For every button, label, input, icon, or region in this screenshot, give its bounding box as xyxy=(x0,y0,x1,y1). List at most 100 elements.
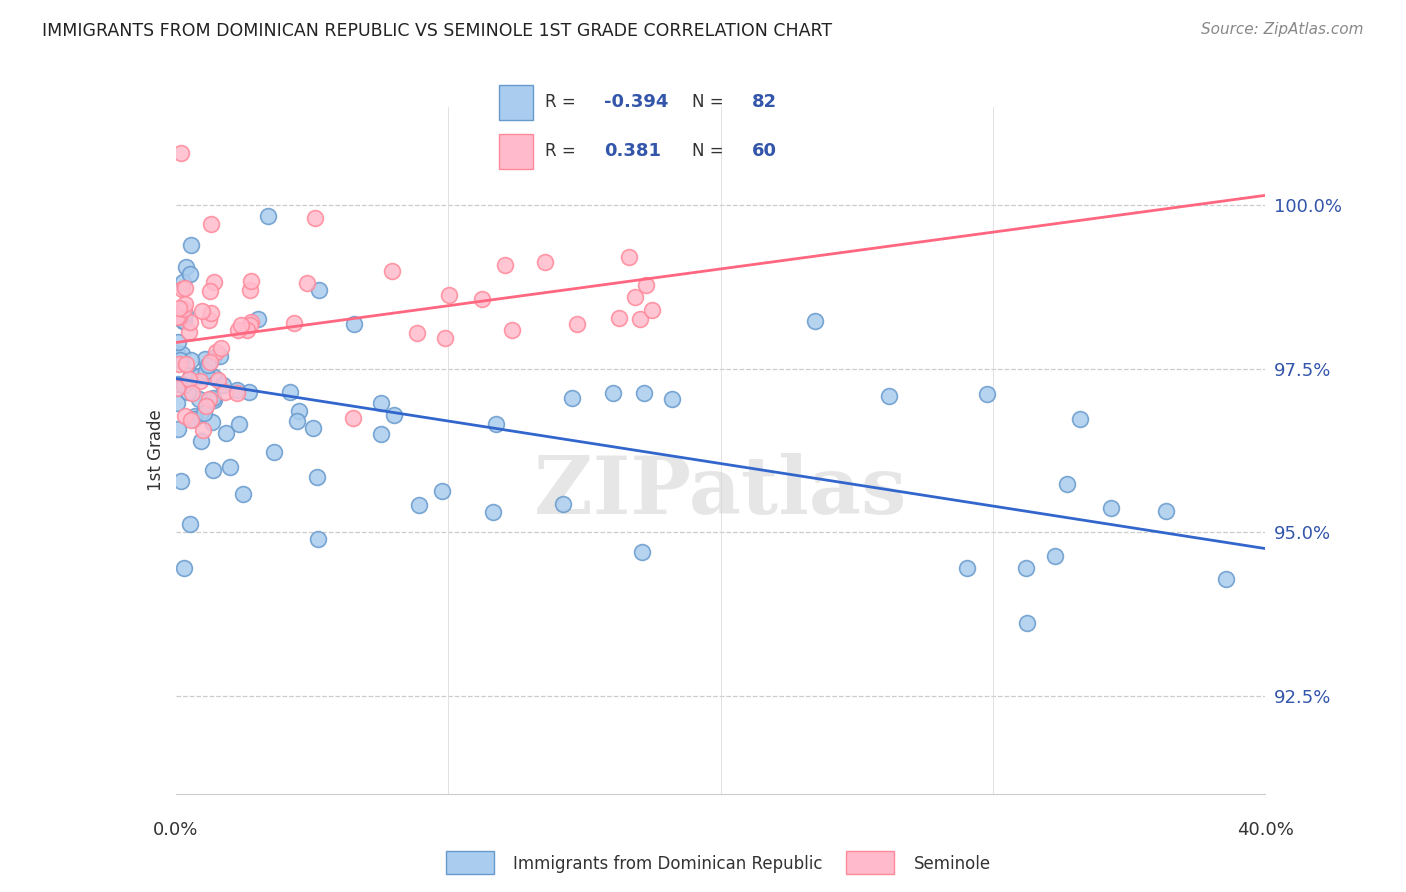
Text: ZIPatlas: ZIPatlas xyxy=(534,452,907,531)
Text: R =: R = xyxy=(546,142,586,160)
Point xyxy=(624,290,647,304)
Point xyxy=(214,384,236,399)
Point xyxy=(501,323,523,337)
Point xyxy=(229,318,252,332)
Point xyxy=(202,351,225,366)
Point xyxy=(553,498,575,512)
Point xyxy=(238,385,260,400)
Point xyxy=(187,368,209,383)
Text: N =: N = xyxy=(692,94,728,112)
Point xyxy=(661,392,683,406)
Point xyxy=(640,303,662,318)
Point xyxy=(167,377,190,392)
Text: 0.381: 0.381 xyxy=(605,142,661,160)
Point xyxy=(195,398,218,412)
Point xyxy=(179,516,201,531)
Point xyxy=(308,283,330,297)
Point xyxy=(173,307,195,321)
Point xyxy=(1154,504,1177,518)
Point xyxy=(193,406,215,420)
Point xyxy=(173,561,195,575)
Point xyxy=(172,275,194,289)
Point xyxy=(200,305,222,319)
Point xyxy=(167,422,190,436)
Point xyxy=(166,345,188,359)
Point xyxy=(201,415,224,429)
Point xyxy=(877,389,900,403)
Text: 60: 60 xyxy=(752,142,778,160)
Point xyxy=(343,317,366,331)
Point xyxy=(195,399,218,413)
Point xyxy=(166,334,188,349)
Point xyxy=(215,425,238,440)
Point xyxy=(617,250,640,264)
Point xyxy=(228,417,250,432)
Point xyxy=(183,411,205,425)
Point xyxy=(565,317,588,331)
Point xyxy=(534,254,557,268)
Point xyxy=(202,463,225,477)
Point xyxy=(173,313,195,327)
Point xyxy=(803,313,825,327)
Point xyxy=(225,383,247,397)
Point xyxy=(167,310,190,324)
Point xyxy=(181,386,204,401)
Point xyxy=(180,368,202,382)
Point xyxy=(170,145,193,160)
Point xyxy=(226,386,249,401)
Point xyxy=(283,317,305,331)
Text: 0.0%: 0.0% xyxy=(153,821,198,838)
Point xyxy=(198,313,221,327)
Point xyxy=(246,312,269,326)
Point xyxy=(170,282,193,296)
Point xyxy=(226,323,249,337)
Point xyxy=(190,374,212,388)
Point xyxy=(174,260,197,275)
Point xyxy=(172,314,194,328)
Text: 40.0%: 40.0% xyxy=(1237,821,1294,838)
Point xyxy=(179,315,201,329)
Point xyxy=(173,297,195,311)
Point xyxy=(1015,560,1038,574)
Point xyxy=(602,385,624,400)
Point xyxy=(405,326,427,341)
Point xyxy=(439,288,461,302)
Y-axis label: 1st Grade: 1st Grade xyxy=(146,409,165,491)
Point xyxy=(198,355,221,369)
Point xyxy=(212,378,235,392)
Point xyxy=(280,385,302,400)
Text: R =: R = xyxy=(546,94,581,112)
Point xyxy=(177,384,200,399)
Text: IMMIGRANTS FROM DOMINICAN REPUBLIC VS SEMINOLE 1ST GRADE CORRELATION CHART: IMMIGRANTS FROM DOMINICAN REPUBLIC VS SE… xyxy=(42,22,832,40)
Point xyxy=(190,304,212,318)
Point xyxy=(471,292,494,306)
Point xyxy=(485,417,508,431)
Text: N =: N = xyxy=(692,142,728,160)
Point xyxy=(631,545,654,559)
Point xyxy=(174,281,197,295)
Point xyxy=(633,386,655,401)
Point xyxy=(304,211,326,226)
Point xyxy=(194,363,217,377)
Point xyxy=(370,396,392,410)
Point xyxy=(202,370,225,384)
Point xyxy=(342,411,364,425)
Point xyxy=(239,318,262,332)
Point xyxy=(209,350,232,364)
Point xyxy=(173,378,195,392)
Point xyxy=(172,303,194,318)
Point xyxy=(297,276,319,290)
Point xyxy=(180,238,202,252)
Point xyxy=(167,301,190,316)
Point xyxy=(285,414,308,428)
FancyBboxPatch shape xyxy=(446,851,494,874)
Text: Immigrants from Dominican Republic: Immigrants from Dominican Republic xyxy=(513,855,823,873)
Point xyxy=(202,275,225,289)
Point xyxy=(370,426,392,441)
FancyBboxPatch shape xyxy=(499,85,533,120)
Point xyxy=(190,434,212,448)
Point xyxy=(1017,615,1039,630)
Point xyxy=(382,408,405,422)
Point xyxy=(240,315,263,329)
Point xyxy=(184,409,207,423)
